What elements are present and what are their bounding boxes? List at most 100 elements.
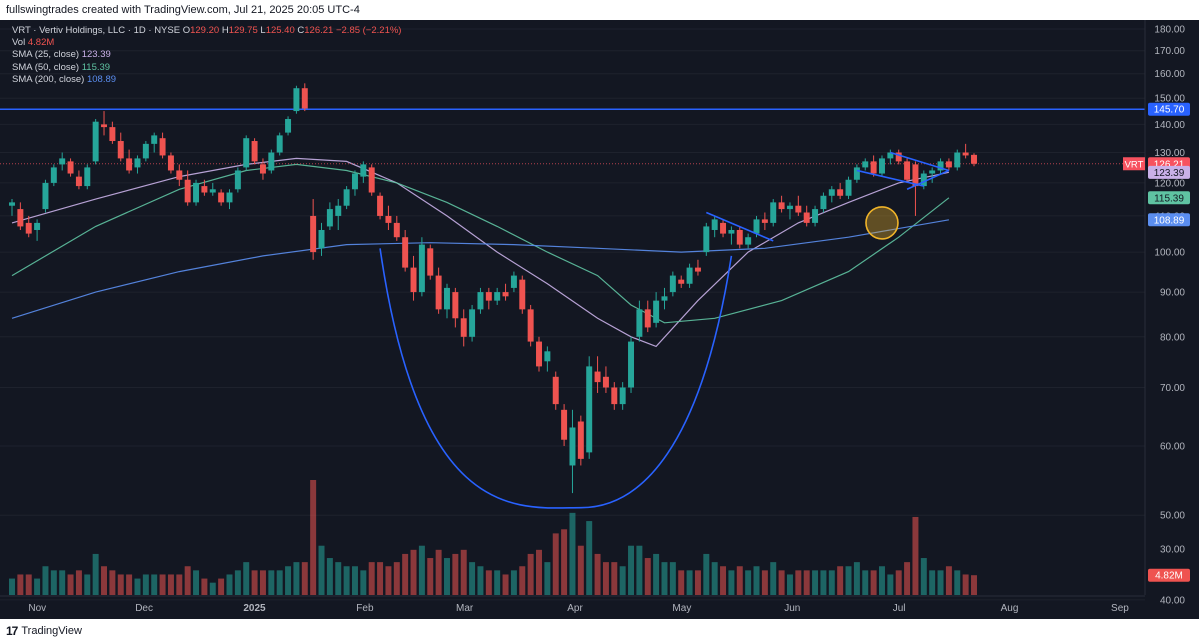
volume-bar	[870, 570, 877, 595]
volume-bar	[159, 574, 166, 595]
candle-body	[301, 88, 308, 109]
volume-bar	[887, 574, 894, 595]
volume-bar	[377, 562, 384, 595]
volume-bar	[310, 480, 317, 595]
candle-body	[142, 143, 149, 159]
volume-bar	[109, 570, 116, 595]
candle-body	[803, 212, 810, 223]
volume-bar	[351, 566, 358, 595]
volume-bar	[268, 570, 275, 595]
candle-body	[686, 267, 693, 284]
volume-bar	[326, 558, 333, 595]
candle-body	[485, 292, 492, 301]
candle-body	[402, 237, 409, 268]
candle-body	[636, 309, 643, 337]
volume-bar	[895, 570, 902, 595]
y-tick-label: 120.00	[1154, 178, 1185, 189]
candle-body	[878, 158, 885, 174]
x-tick-label: May	[672, 603, 691, 614]
x-tick-label: Feb	[356, 603, 374, 614]
volume-bar	[669, 562, 676, 595]
candle-body	[75, 176, 82, 187]
footer-bar: 17 TradingView	[0, 619, 1199, 643]
drawings	[379, 151, 950, 509]
volume-bar	[301, 562, 308, 595]
candle-body	[201, 186, 208, 193]
candle-body	[92, 121, 99, 162]
volume-bar	[75, 570, 82, 595]
candle-body	[929, 170, 936, 174]
candle-body	[812, 209, 819, 223]
x-tick-label: Mar	[456, 603, 474, 614]
candle-body	[753, 219, 760, 234]
price-chart[interactable]: 30.00 40.00 50.00 60.00 70.00 80.00 90.00 100.0…	[0, 20, 1199, 619]
volume-bar	[485, 570, 492, 595]
candle-body	[837, 189, 844, 196]
candle-body	[510, 275, 517, 288]
volume-bar	[402, 553, 409, 595]
volume-bar	[544, 562, 551, 595]
volume-bar	[862, 570, 869, 595]
volume-bar	[611, 562, 618, 595]
candle-body	[67, 161, 74, 174]
candle-body	[193, 182, 200, 203]
volume-bar	[134, 578, 141, 595]
candle-body	[184, 179, 191, 203]
candle-body	[50, 167, 57, 183]
y-tick-label: 140.00	[1154, 120, 1185, 131]
candle-body	[84, 167, 91, 187]
volume-bar	[904, 562, 911, 595]
candle-body	[678, 279, 685, 284]
candle-body	[770, 202, 777, 223]
candle-body	[586, 366, 593, 453]
candle-body	[126, 158, 133, 171]
candle-body	[268, 152, 275, 171]
price-tag-bg	[1148, 213, 1190, 227]
volume-bar	[510, 570, 517, 595]
x-tick-label: Sep	[1111, 603, 1129, 614]
volume-bar	[251, 570, 258, 595]
volume-bar	[962, 574, 969, 595]
volume-bar	[761, 570, 768, 595]
volume-bar	[527, 553, 534, 595]
volume-bar	[552, 533, 559, 595]
candle-body	[544, 351, 551, 362]
volume-bar	[920, 558, 927, 595]
volume-bar	[176, 574, 183, 595]
volume-bar	[67, 574, 74, 595]
candle-body	[628, 341, 635, 388]
candle-body	[862, 161, 869, 168]
open-value: 129.20	[190, 25, 220, 36]
volume-bar	[728, 570, 735, 595]
candle-body	[895, 152, 902, 162]
candle-body	[351, 173, 358, 190]
candle-body	[176, 170, 183, 180]
volume-bar	[393, 562, 400, 595]
candle-body	[602, 376, 609, 388]
candle-body	[167, 155, 174, 171]
volume-bar	[435, 549, 442, 595]
volume-bar	[218, 578, 225, 595]
candle-body	[435, 275, 442, 310]
volume-bar	[209, 582, 216, 595]
price-tag-symbol: VRT	[1125, 159, 1144, 170]
volume-bar	[50, 570, 57, 595]
volume-bar	[536, 549, 542, 595]
volume-bar	[368, 562, 375, 595]
candle-body	[694, 267, 701, 272]
change-value: −2.85 (−2.21%)	[335, 25, 402, 36]
candle-body	[736, 229, 743, 245]
volume-bar	[602, 562, 609, 595]
candle-body	[318, 229, 325, 249]
candle-body	[561, 409, 568, 440]
price-tag: 115.39	[1154, 193, 1184, 204]
legend-symbol: VRT · Vertiv Holdings, LLC · 1D · NYSE	[12, 25, 181, 36]
volume-bar	[117, 574, 124, 595]
y-tick-label: 130.00	[1154, 148, 1185, 159]
candle-body	[42, 182, 49, 210]
high-label: H	[221, 25, 229, 36]
y-tick-label: 170.00	[1154, 46, 1185, 57]
candle-body	[669, 275, 676, 293]
volume-bar	[703, 553, 710, 595]
candle-body	[552, 376, 559, 405]
